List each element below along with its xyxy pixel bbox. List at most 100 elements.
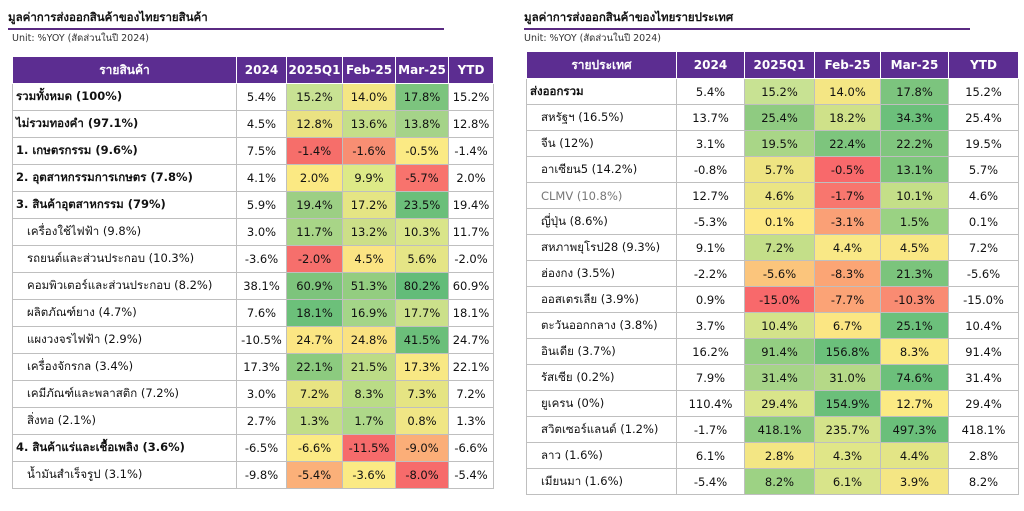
value-cell: 0.1% <box>744 208 815 235</box>
value-cell: 4.6% <box>948 182 1019 209</box>
table-row: เครื่องจักรกล (3.4%) 17.3% 22.1% 21.5% 17.3%… <box>12 353 494 381</box>
table-row: 1. เกษตรกรรม (9.6%) 7.5% -1.4% -1.6% -0.5% -1… <box>12 137 494 165</box>
value-cell: 10.4% <box>948 312 1019 339</box>
column-header: Mar-25 <box>395 56 449 84</box>
value-cell: 7.6% <box>236 299 287 327</box>
column-header: YTD <box>448 56 494 84</box>
value-cell: 31.4% <box>744 364 815 391</box>
table-row: สหรัฐฯ (16.5%) 13.7% 25.4% 18.2% 34.3% 25.4% <box>526 104 1019 131</box>
table-body: รวมทั้งหมด (100%) 5.4% 15.2% 14.0% 17.8% 15.2… <box>12 83 494 489</box>
value-cell: -6.6% <box>448 434 494 462</box>
value-cell: -5.6% <box>744 260 815 287</box>
row-label: ออสเตรเลีย (3.9%) <box>526 286 677 313</box>
value-cell: 24.8% <box>342 326 396 354</box>
row-label: อาเซียน5 (14.2%) <box>526 156 677 183</box>
row-label: ลาว (1.6%) <box>526 442 677 469</box>
row-label: 1. เกษตรกรรม (9.6%) <box>12 137 237 165</box>
value-cell: 91.4% <box>948 338 1019 365</box>
value-cell: 4.4% <box>880 442 949 469</box>
value-cell: 19.5% <box>744 130 815 157</box>
value-cell: 110.4% <box>676 390 745 417</box>
value-cell: 2.7% <box>236 407 287 435</box>
value-cell: 5.9% <box>236 191 287 219</box>
row-label: ส่งออกรวม <box>526 78 677 105</box>
value-cell: 7.5% <box>236 137 287 165</box>
row-label: ตะวันออกกลาง (3.8%) <box>526 312 677 339</box>
table-row: ส่งออกรวม 5.4% 15.2% 14.0% 17.8% 15.2% <box>526 78 1019 105</box>
value-cell: -1.4% <box>448 137 494 165</box>
value-cell: -15.0% <box>948 286 1019 313</box>
value-cell: -8.3% <box>814 260 881 287</box>
value-cell: 18.1% <box>448 299 494 327</box>
value-cell: -5.4% <box>676 468 745 495</box>
value-cell: -5.4% <box>286 461 343 489</box>
value-cell: 3.7% <box>676 312 745 339</box>
value-cell: 3.9% <box>880 468 949 495</box>
value-cell: 60.9% <box>448 272 494 300</box>
value-cell: 12.8% <box>286 110 343 138</box>
value-cell: 34.3% <box>880 104 949 131</box>
row-label: จีน (12%) <box>526 130 677 157</box>
value-cell: 1.3% <box>448 407 494 435</box>
value-cell: 15.2% <box>448 83 494 111</box>
table-row: แผงวงจรไฟฟ้า (2.9%) -10.5% 24.7% 24.8% 41.5%… <box>12 326 494 354</box>
column-header: รายประเทศ <box>526 51 677 79</box>
table-row: 2. อุตสาหกรรมการเกษตร (7.8%) 4.1% 2.0% 9.9%… <box>12 164 494 192</box>
value-cell: 18.2% <box>814 104 881 131</box>
table-row: ฮ่องกง (3.5%) -2.2% -5.6% -8.3% 21.3% -5.6% <box>526 260 1019 287</box>
row-label: ไม่รวมทองคำ (97.1%) <box>12 110 237 138</box>
value-cell: 10.4% <box>744 312 815 339</box>
row-label: CLMV (10.8%) <box>526 182 677 209</box>
column-header: YTD <box>948 51 1019 79</box>
table-row: เคมีภัณฑ์และพลาสติก (7.2%) 3.0% 7.2% 8.3% 7.… <box>12 380 494 408</box>
value-cell: 0.9% <box>676 286 745 313</box>
value-cell: -5.4% <box>448 461 494 489</box>
value-cell: 4.6% <box>744 182 815 209</box>
column-header: 2025Q1 <box>286 56 343 84</box>
value-cell: 13.1% <box>880 156 949 183</box>
value-cell: -10.3% <box>880 286 949 313</box>
value-cell: 25.4% <box>744 104 815 131</box>
value-cell: -7.7% <box>814 286 881 313</box>
row-label: ยูเครน (0%) <box>526 390 677 417</box>
value-cell: 19.5% <box>948 130 1019 157</box>
panel-title: มูลค่าการส่งออกสินค้าของไทยรายสินค้า <box>8 10 208 24</box>
panel-title: มูลค่าการส่งออกสินค้าของไทยรายประเทศ <box>524 10 734 24</box>
value-cell: 154.9% <box>814 390 881 417</box>
table-row: สวิตเซอร์แลนด์ (1.2%) -1.7% 418.1% 235.7% 49… <box>526 416 1019 443</box>
value-cell: 3.1% <box>676 130 745 157</box>
value-cell: 11.7% <box>448 218 494 246</box>
column-header: Feb-25 <box>814 51 881 79</box>
column-header: 2025Q1 <box>744 51 815 79</box>
table-row: คอมพิวเตอร์และส่วนประกอบ (8.2%) 38.1% 60.9… <box>12 272 494 300</box>
value-cell: 10.1% <box>880 182 949 209</box>
value-cell: -2.0% <box>448 245 494 273</box>
table-body: ส่งออกรวม 5.4% 15.2% 14.0% 17.8% 15.2% สหรัฐฯ … <box>526 78 1019 495</box>
header-row: รายประเทศ 2024 2025Q1 Feb-25 Mar-25 YTD <box>526 51 1019 79</box>
table-row: รถยนต์และส่วนประกอบ (10.3%) -3.6% -2.0% 4.5… <box>12 245 494 273</box>
value-cell: 17.8% <box>395 83 449 111</box>
value-cell: 3.0% <box>236 380 287 408</box>
value-cell: 22.4% <box>814 130 881 157</box>
value-cell: 3.0% <box>236 218 287 246</box>
value-cell: 10.3% <box>395 218 449 246</box>
value-cell: 418.1% <box>744 416 815 443</box>
value-cell: 11.7% <box>286 218 343 246</box>
value-cell: 0.1% <box>948 208 1019 235</box>
value-cell: 12.7% <box>676 182 745 209</box>
value-cell: -0.5% <box>814 156 881 183</box>
value-cell: -1.7% <box>676 416 745 443</box>
table-row: สิ่งทอ (2.1%) 2.7% 1.3% 1.7% 0.8% 1.3% <box>12 407 494 435</box>
table-row: ออสเตรเลีย (3.9%) 0.9% -15.0% -7.7% -10.3% -1… <box>526 286 1019 313</box>
value-cell: -2.0% <box>286 245 343 273</box>
value-cell: 41.5% <box>395 326 449 354</box>
value-cell: 7.3% <box>395 380 449 408</box>
value-cell: 12.8% <box>448 110 494 138</box>
row-label: คอมพิวเตอร์และส่วนประกอบ (8.2%) <box>12 272 237 300</box>
value-cell: 22.1% <box>286 353 343 381</box>
value-cell: 7.2% <box>286 380 343 408</box>
value-cell: 19.4% <box>286 191 343 219</box>
table-row: รัสเซีย (0.2%) 7.9% 31.4% 31.0% 74.6% 31.4% <box>526 364 1019 391</box>
column-header: Mar-25 <box>880 51 949 79</box>
value-cell: 21.3% <box>880 260 949 287</box>
